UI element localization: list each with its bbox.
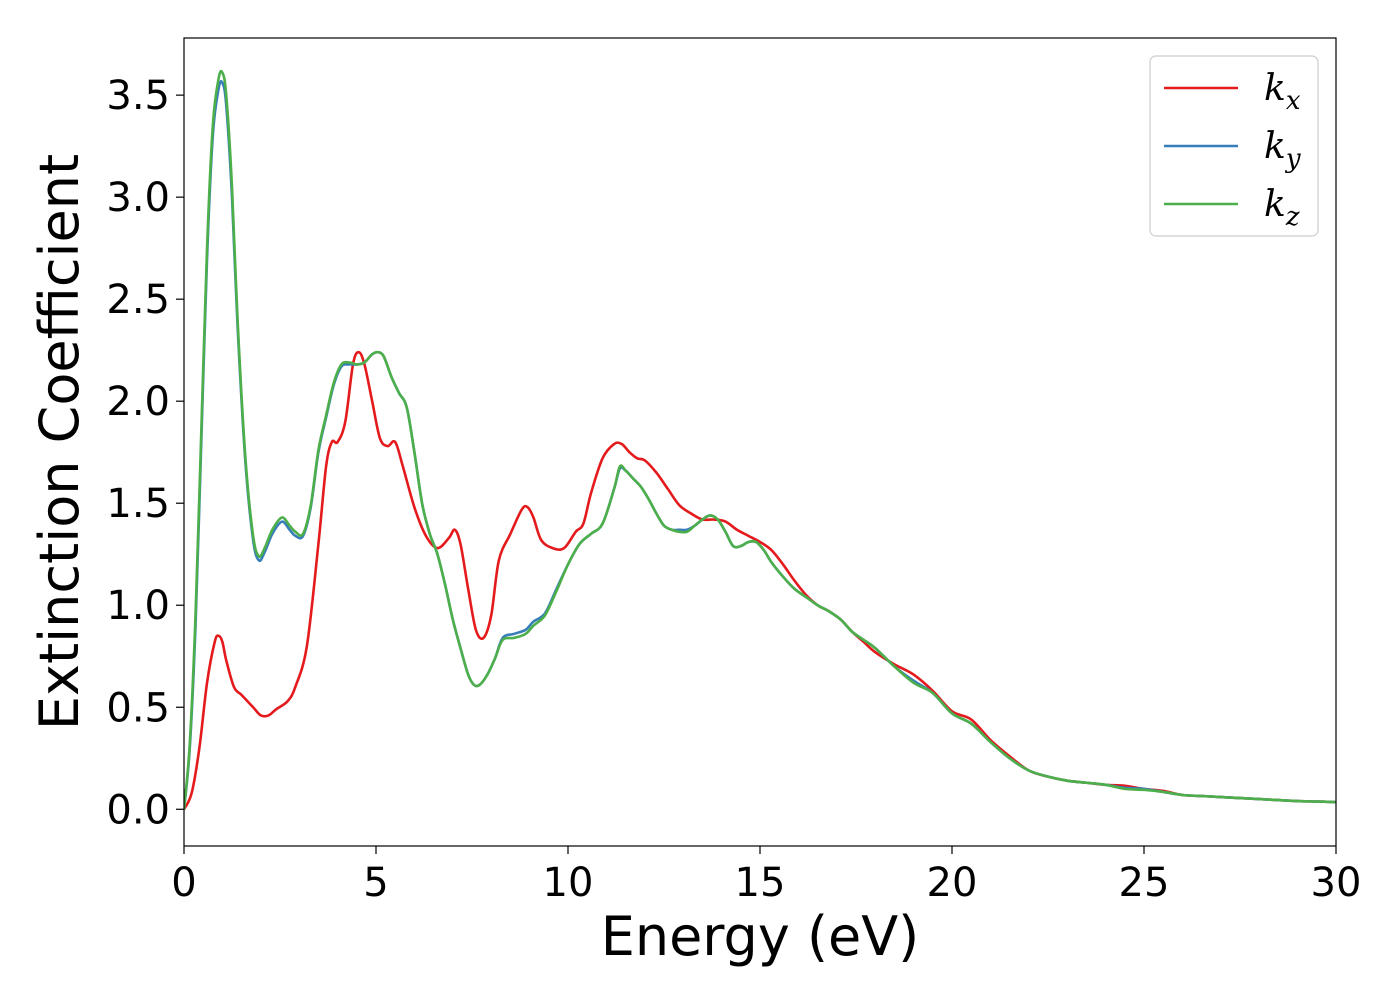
x-tick-label: 0 — [171, 860, 196, 906]
x-tick-label: 30 — [1311, 860, 1362, 906]
legend: kx ky kz — [1149, 55, 1319, 237]
y-axis-ticks: 0.0 0.5 1.0 1.5 2.0 2.5 3.0 3.5 — [106, 73, 184, 833]
legend-label: ky — [1264, 126, 1301, 174]
x-axis-title: Energy (eV) — [601, 905, 920, 968]
y-tick-label: 0.5 — [106, 685, 170, 731]
legend-label: kx — [1264, 68, 1301, 116]
y-axis-title: Extinction Coefficient — [28, 154, 91, 730]
series-line-kz — [184, 69, 1336, 810]
legend-entry-kx: kx — [1164, 68, 1301, 116]
y-tick-label: 3.5 — [106, 73, 170, 119]
y-tick-label: 1.5 — [106, 481, 170, 527]
legend-label: kz — [1264, 184, 1300, 232]
x-tick-label: 5 — [363, 860, 388, 906]
x-axis-ticks: 0 5 10 15 20 25 30 — [171, 846, 1361, 906]
y-tick-label: 2.5 — [106, 277, 170, 323]
legend-entry-ky: ky — [1164, 126, 1301, 174]
x-tick-label: 15 — [735, 860, 786, 906]
x-tick-label: 10 — [543, 860, 594, 906]
y-tick-label: 1.0 — [106, 583, 170, 629]
x-tick-label: 25 — [1119, 860, 1170, 906]
y-tick-label: 0.0 — [106, 787, 170, 833]
series-line-kx — [184, 350, 1336, 810]
plot-lines — [184, 69, 1336, 810]
y-tick-label: 2.0 — [106, 379, 170, 425]
legend-entry-kz: kz — [1164, 184, 1300, 232]
y-tick-label: 3.0 — [106, 175, 170, 221]
x-tick-label: 20 — [927, 860, 978, 906]
